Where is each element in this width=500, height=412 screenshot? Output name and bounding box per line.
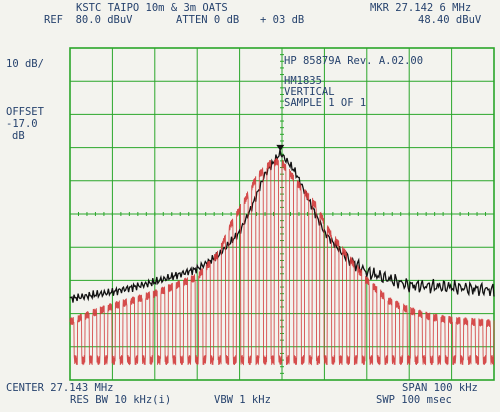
analyzer-title: KSTC TAIPO 10m & 3m OATS [76, 2, 228, 14]
frequency-span: SPAN 100 kHz [402, 382, 478, 394]
instrument-id: HP 85879A Rev. A.02.00 [284, 55, 424, 67]
video-bandwidth: VBW 1 kHz [214, 394, 271, 406]
reference-level: REF 80.0 dBuV [44, 14, 133, 26]
sample-trace [69, 157, 495, 366]
scale-per-division: 10 dB/ [6, 58, 44, 70]
sweep-time: SWP 100 msec [376, 394, 452, 406]
offset-label: OFFSET [6, 106, 44, 118]
offset-tag: + 03 dB [260, 14, 305, 26]
device-id: HM1835 [284, 75, 322, 87]
sample-count: SAMPLE 1 OF 1 [284, 97, 367, 109]
attenuation: ATTEN 0 dB [176, 14, 240, 26]
marker-level: 48.40 dBuV [418, 14, 482, 26]
max-hold-trace [69, 149, 495, 303]
polarization: VERTICAL [284, 86, 335, 98]
resolution-bandwidth: RES BW 10 kHz(i) [70, 394, 172, 406]
center-frequency: CENTER 27.143 MHz [6, 382, 114, 394]
marker-indicator [276, 144, 285, 151]
traces [69, 144, 495, 366]
offset-unit: dB [12, 130, 25, 142]
offset-value: -17.0 [6, 118, 38, 130]
marker-frequency: MKR 27.142 6 MHz [370, 2, 472, 14]
